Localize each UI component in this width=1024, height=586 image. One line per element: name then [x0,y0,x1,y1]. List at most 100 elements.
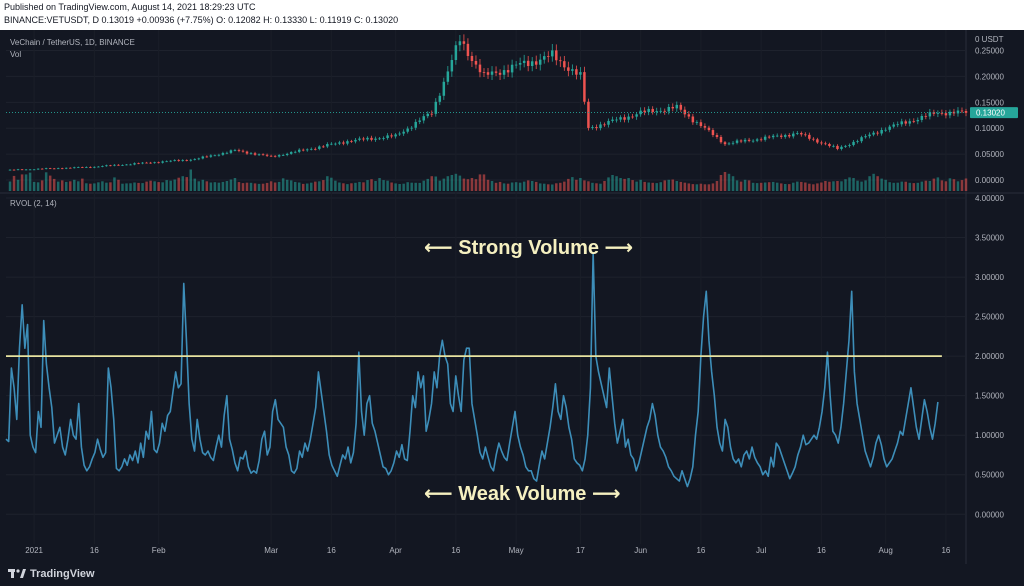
grid-lines [0,30,1024,564]
volume-bar [784,184,787,191]
candle-body [639,110,642,115]
volume-bar [615,176,618,191]
chart-area[interactable]: 0.25000 0.20000 0.15000 0.10000 0.05000 0.000… [0,30,1024,564]
candle-body [518,62,522,65]
volume-bar [796,181,799,191]
volume-bar [828,181,831,191]
volume-bar [466,179,470,191]
candle-body [599,124,602,129]
volume-bar [201,179,205,191]
volume-bar [221,181,225,191]
volume-bar [832,181,835,191]
candle-body [253,153,257,155]
volume-bar [964,178,968,191]
volume-bar [924,180,928,191]
price-tick-label: 0.00000 [975,176,1004,185]
candle-body [141,162,144,164]
volume-bar [354,182,357,191]
volume-bar [647,182,650,191]
rvol-tick-label: 1.00000 [975,431,1004,440]
candle-body [683,109,687,115]
volume-bar [502,183,506,191]
volume-bar [659,182,662,191]
candle-body [852,141,855,146]
candle-body [402,131,405,134]
candle-body [494,71,498,73]
vol-label: Vol [10,50,21,59]
time-tick-label: 16 [451,546,460,555]
volume-bar [816,183,819,191]
candle-body [185,160,188,161]
candle-body [382,138,385,139]
volume-bar [89,183,92,191]
candle-body [285,153,289,155]
volume-bar [530,181,534,191]
tradingview-logo[interactable]: TradingView [8,568,95,580]
candle-body [161,161,164,163]
price-tick-label: 0.15000 [975,98,1004,107]
weak-volume-annotation: ⟵ Weak Volume ⟶ [424,481,621,506]
candle-body [647,108,650,113]
candle-body [679,104,683,110]
candle-body [338,142,341,144]
candle-body [547,56,550,57]
candle-body [77,167,80,168]
volume-bar [85,183,88,191]
candle-body [173,160,176,161]
time-tick-label: 17 [576,546,585,555]
rvol-tick-label: 0.50000 [975,471,1004,480]
volume-bar [265,182,269,191]
candle-body [952,111,956,114]
candle-body [281,154,285,156]
volume-bar [948,178,952,191]
candle-body [265,154,269,156]
time-tick-label: 16 [327,546,336,555]
volume-bar [691,184,695,191]
price-pane[interactable] [6,34,968,191]
volume-bar [876,176,879,191]
candle-body [257,154,261,156]
candle-body [306,149,309,151]
volume-bar [418,182,421,191]
volume-bar [699,183,703,191]
candle-body [273,155,277,157]
volume-bar [715,181,719,191]
volume-bar [121,183,124,191]
volume-bar [671,179,675,191]
candle-body [410,127,413,129]
price-tick-label: 0.05000 [975,150,1004,159]
rvol-pane[interactable] [5,252,942,488]
volume-bar [297,182,301,191]
candle-body [32,169,36,171]
volume-bar [28,172,32,191]
price-tick-label: 0.20000 [975,72,1004,81]
volume-bar [908,182,912,191]
candle-body [687,114,691,117]
volume-bar [362,182,365,191]
candle-body [868,134,871,137]
candle-body [277,155,281,157]
candle-body [751,140,755,142]
chart-svg[interactable]: 0.25000 0.20000 0.15000 0.10000 0.05000 0.000… [0,30,1024,564]
candle-body [551,50,554,57]
volume-bar [129,183,132,191]
candle-body [314,148,317,150]
candle-body [667,106,671,112]
candle-body [249,153,253,155]
volume-bar [944,181,948,191]
candle-body [796,132,799,134]
volume-bar [719,175,723,191]
axes: 0.25000 0.20000 0.15000 0.10000 0.05000 0.000… [25,47,1004,555]
volume-bar [482,174,486,191]
volume-bar [940,180,944,191]
candle-body [358,138,361,140]
candle-body [233,150,237,151]
candle-body [555,50,558,61]
candle-body [659,110,662,112]
published-text: Published on TradingView.com, August 14,… [4,2,256,12]
candle-body [289,152,293,154]
volume-bar [213,182,217,191]
candle-body [326,144,329,147]
candle-body [297,149,301,152]
volume-bar [366,180,369,191]
